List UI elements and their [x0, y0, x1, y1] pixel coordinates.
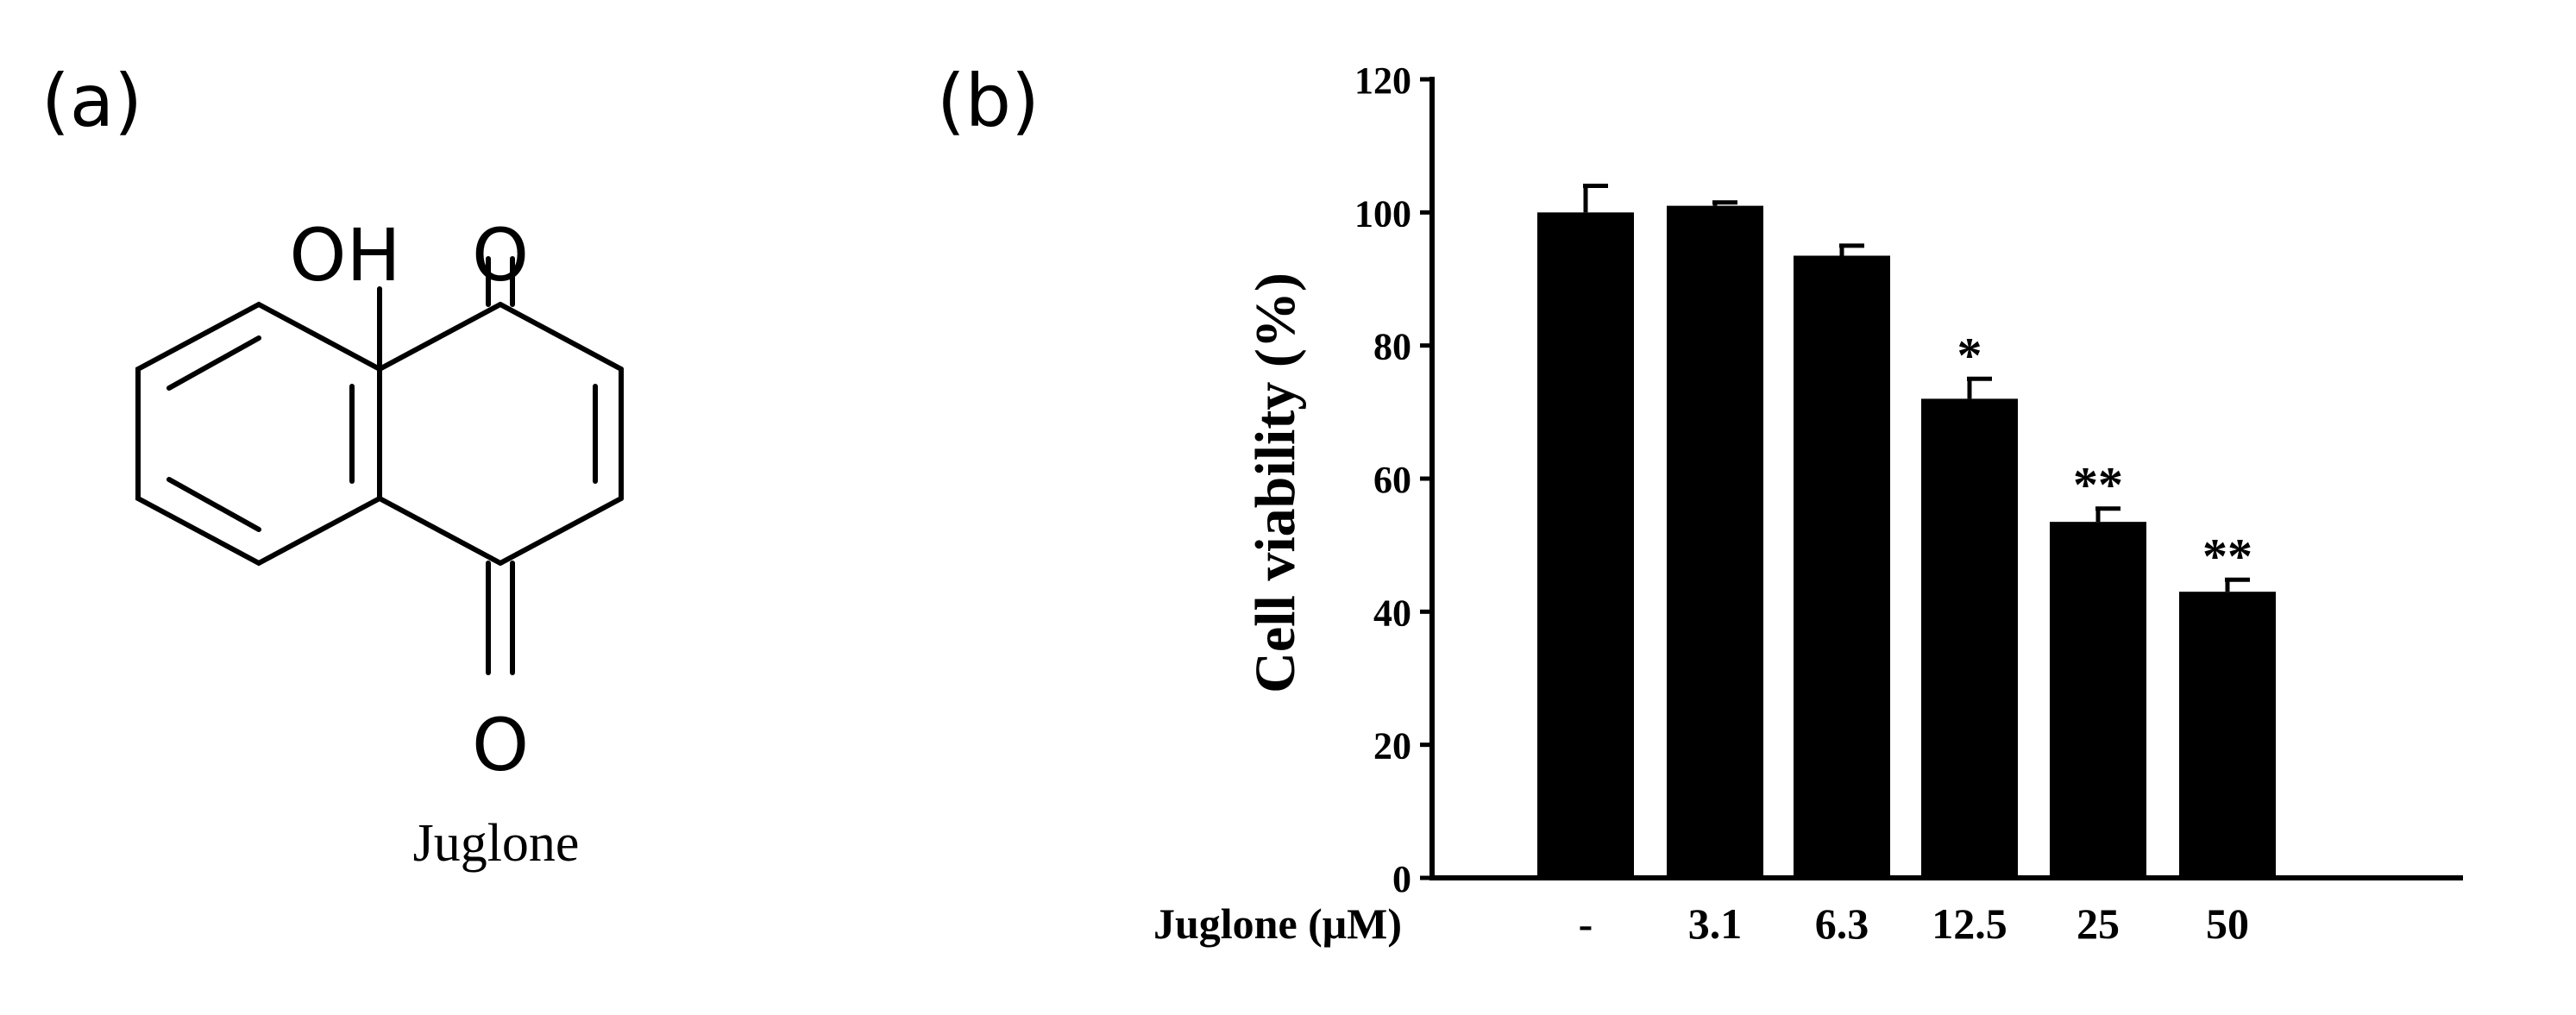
- y-tick-label: 60: [1373, 459, 1411, 501]
- y-tick-label: 120: [1354, 60, 1411, 102]
- bond: [498, 302, 624, 372]
- y-tick-label: 80: [1373, 326, 1411, 368]
- bond: [498, 496, 624, 566]
- bond: [377, 496, 503, 566]
- bar: [2179, 592, 2276, 878]
- bond: [377, 302, 503, 372]
- y-axis-label: Cell viability (%): [1244, 273, 1307, 693]
- atom-oh: OH: [289, 213, 400, 298]
- bar: [1537, 212, 1634, 879]
- panel-label-b: (b): [937, 59, 1040, 143]
- y-tick-label: 0: [1392, 858, 1411, 900]
- significance-mark: *: [1957, 327, 1982, 383]
- x-tick-label: -: [1579, 899, 1593, 948]
- significance-mark: **: [2073, 457, 2123, 513]
- atom-o-top: O: [472, 213, 529, 298]
- double-bond: [166, 335, 261, 391]
- x-tick-label: 6.3: [1815, 899, 1869, 948]
- molecule-name: Juglone: [413, 814, 580, 873]
- significance-mark: **: [2202, 528, 2252, 584]
- x-tick-label: 50: [2206, 899, 2249, 948]
- x-tick-label: 12.5: [1932, 899, 2007, 948]
- double-bond: [166, 477, 261, 532]
- significance-marks: *****: [1957, 327, 2253, 584]
- error-bars: [1583, 183, 2250, 592]
- panel-label-a: (a): [41, 59, 143, 143]
- x-axis-label: Juglone (μM): [1153, 899, 1402, 948]
- x-tick-label: 25: [2077, 899, 2120, 948]
- bar: [2050, 522, 2146, 878]
- y-axis: 0 20 40 60 80 100 120: [1354, 60, 1435, 900]
- bar: [1794, 255, 1890, 878]
- y-tick-label: 40: [1373, 592, 1411, 634]
- y-tick-label: 100: [1354, 192, 1411, 235]
- atom-o-bottom: O: [472, 703, 529, 787]
- bars: [1537, 205, 2276, 879]
- tick-labels: - 3.1 6.3 12.5 25 50: [1579, 899, 2249, 948]
- juglone-structure: OH O O Juglone: [135, 213, 624, 873]
- bar: [1667, 205, 1763, 878]
- bar: [1921, 398, 2018, 878]
- y-tick-label: 20: [1373, 725, 1411, 768]
- x-tick-label: 3.1: [1688, 899, 1743, 948]
